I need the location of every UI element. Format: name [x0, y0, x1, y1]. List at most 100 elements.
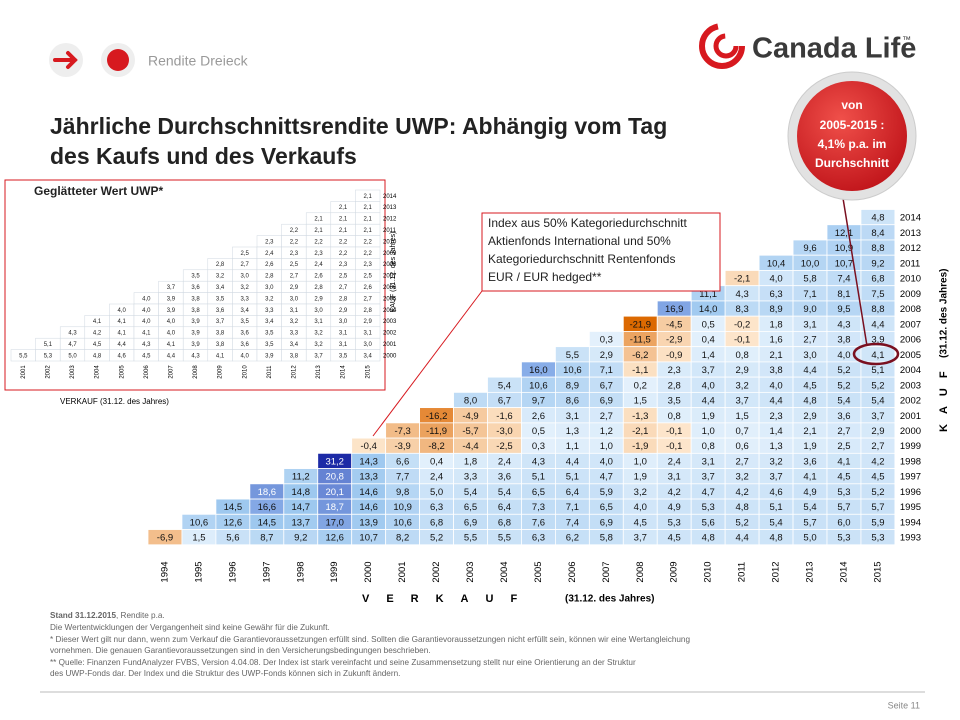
cell-value: 4,5 — [668, 533, 681, 544]
cell-value: 1,4 — [769, 426, 782, 437]
cell-value: 4,0 — [769, 274, 782, 285]
inset-buy-year: 2007 — [383, 274, 397, 280]
buy-year: 2007 — [900, 319, 921, 330]
cell-value: 5,3 — [668, 517, 681, 528]
cell-value: 16,0 — [529, 365, 548, 376]
logo-text: Canada Life — [752, 33, 916, 65]
cell-value: 2,9 — [600, 350, 613, 361]
cell-value: 6,8 — [430, 517, 443, 528]
cell-value: 20,8 — [325, 472, 344, 483]
cell-value: -6,9 — [157, 533, 173, 544]
cell-value: -0,1 — [666, 441, 682, 452]
inset-cell-value: 4,5 — [142, 353, 151, 359]
inset-cell-value: 4,5 — [93, 342, 102, 348]
cell-value: 2,7 — [736, 456, 749, 467]
cell-value: 5,9 — [600, 487, 613, 498]
cell-value: -6,2 — [632, 350, 648, 361]
cell-value: 4,0 — [702, 380, 715, 391]
sale-year: 2012 — [771, 561, 782, 582]
cell-value: 4,2 — [871, 456, 884, 467]
cell-value: 6,2 — [566, 533, 579, 544]
cell-value: 4,6 — [769, 487, 782, 498]
badge — [797, 81, 907, 191]
cell-value: 4,0 — [634, 502, 647, 513]
cell-value: 11,2 — [292, 472, 310, 483]
inset-cell-value: 2,4 — [265, 251, 274, 257]
cell-value: 16,9 — [665, 304, 684, 315]
inset-cell-value: 3,9 — [191, 319, 200, 325]
cell-value: 14,8 — [292, 487, 311, 498]
cell-value: -2,5 — [496, 441, 512, 452]
cell-value: 3,9 — [871, 335, 884, 346]
cell-value: 4,3 — [837, 319, 850, 330]
cell-value: 4,5 — [634, 517, 647, 528]
inset-cell-value: 2,2 — [314, 239, 323, 245]
cell-value: 5,3 — [702, 502, 715, 513]
cell-value: -2,9 — [666, 335, 682, 346]
cell-value: 3,8 — [769, 365, 782, 376]
footer-stand: Stand 31.12.2015, Rendite p.a. — [50, 611, 165, 620]
inset-cell-value: 4,7 — [68, 342, 77, 348]
buy-year: 2012 — [900, 243, 921, 254]
inset-cell-value: 4,0 — [142, 308, 151, 314]
cell-value: 6,0 — [837, 517, 850, 528]
cell-value: 6,3 — [430, 502, 443, 513]
inset-cell-value: 3,0 — [241, 274, 250, 280]
inset-cell-value: 2,7 — [290, 274, 299, 280]
title: Jährliche Durchschnittsrendite UWP: Abhä… — [50, 113, 667, 139]
cell-value: 5,5 — [464, 533, 477, 544]
cell-value: 8,2 — [396, 533, 409, 544]
inset-cell-value: 3,1 — [364, 331, 373, 337]
sale-year: 1994 — [159, 561, 170, 582]
cell-value: -5,7 — [462, 426, 478, 437]
cell-value: 5,2 — [837, 380, 850, 391]
cell-value: -2,1 — [734, 274, 750, 285]
inset-cell-value: 2,9 — [339, 308, 348, 314]
cell-value: 10,9 — [835, 243, 854, 254]
cell-value: 2,6 — [532, 411, 545, 422]
cell-value: 4,8 — [803, 396, 816, 407]
cell-value: 5,2 — [736, 517, 749, 528]
cell-value: -16,2 — [426, 411, 448, 422]
inset-cell-value: 3,9 — [191, 331, 200, 337]
cell-value: 0,8 — [702, 441, 715, 452]
inset-cell-value: 3,9 — [167, 308, 176, 314]
inset-cell-value: 2,9 — [290, 285, 299, 291]
inset-cell-value: 2,4 — [314, 262, 323, 268]
index-note-box — [481, 212, 721, 292]
cell-value: 4,4 — [736, 533, 749, 544]
cell-value: 8,4 — [871, 228, 884, 239]
inset-sale-year: 2007 — [168, 365, 174, 379]
footer-line: vornehmen. Die genauen Garantievorausset… — [50, 646, 431, 655]
cell-value: 1,0 — [634, 456, 647, 467]
inset-cell-value: 2,5 — [241, 251, 250, 257]
cell-value: -7,3 — [394, 426, 410, 437]
sale-year: 2004 — [499, 561, 510, 582]
inset-cell-value: 5,3 — [44, 353, 53, 359]
inset-cell-value: 5,0 — [68, 353, 77, 359]
cell-value: 4,3 — [532, 456, 545, 467]
cell-value: 5,1 — [871, 365, 884, 376]
sale-year: 2009 — [669, 561, 680, 582]
cell-value: 4,8 — [702, 533, 715, 544]
inset-cell-value: 4,1 — [167, 342, 176, 348]
inset-cell-value: 3,6 — [241, 342, 250, 348]
cell-value: 4,1 — [803, 472, 816, 483]
inset-cell-value: 2,7 — [364, 296, 373, 302]
sale-year: 2007 — [601, 561, 612, 582]
cell-value: 8,9 — [566, 380, 579, 391]
cell-value: 4,1 — [871, 350, 884, 361]
inset-cell-value: 5,5 — [19, 353, 28, 359]
section-label: Rendite Dreieck — [148, 53, 249, 69]
buy-year: 1998 — [900, 456, 921, 467]
inset-buy-year: 2001 — [383, 342, 397, 348]
cell-value: 2,7 — [871, 441, 884, 452]
cell-value: 10,6 — [190, 517, 209, 528]
cell-value: 3,6 — [498, 472, 511, 483]
inset-sale-year: 2014 — [341, 365, 347, 379]
inset-cell-value: 3,5 — [191, 274, 200, 280]
inset-cell-value: 4,0 — [167, 331, 176, 337]
inset-buy-year: 2000 — [383, 353, 397, 359]
cell-value: 18,6 — [258, 487, 277, 498]
cell-value: 6,4 — [566, 487, 579, 498]
